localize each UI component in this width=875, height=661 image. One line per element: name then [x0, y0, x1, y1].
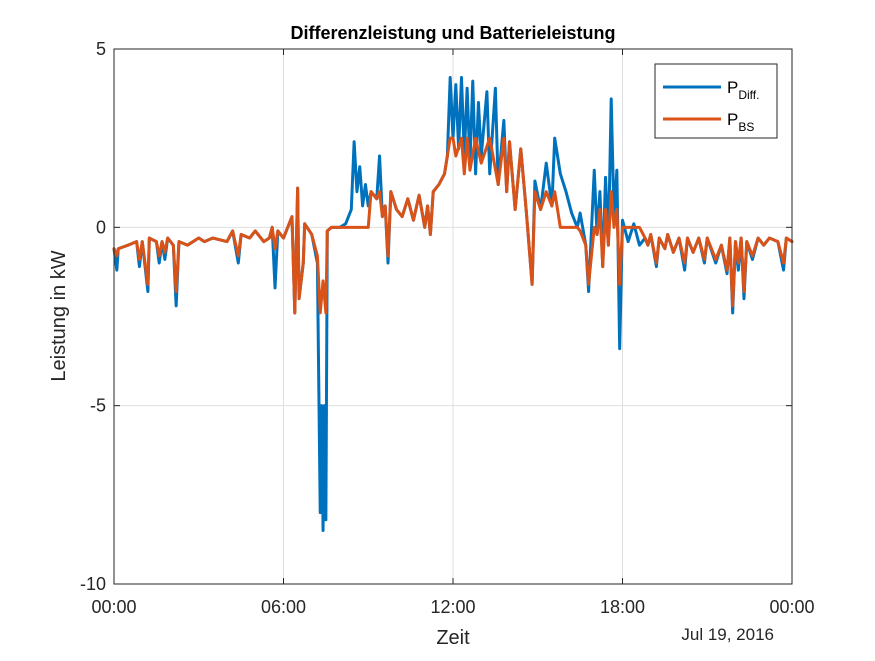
legend-label-p-diff: PDiff.	[727, 78, 759, 102]
x-axis-label: Zeit	[436, 627, 470, 649]
legend-label-p-bs-main: P	[727, 110, 738, 129]
legend-box	[654, 63, 778, 139]
axis-ticks	[113, 48, 793, 585]
x-tick-label: 12:00	[430, 597, 475, 617]
x-tick-label: 00:00	[769, 597, 814, 617]
legend-label-p-bs-sub: BS	[738, 120, 754, 134]
x-tick-label: 06:00	[261, 597, 306, 617]
legend-label-p-diff-main: P	[727, 78, 738, 97]
x-tick-label: 00:00	[91, 597, 136, 617]
y-axis-label: Leistung in kW	[48, 250, 70, 381]
tick-labels: 00:00 06:00 12:00 18:00 00:00 5 0 -5 -10	[80, 39, 815, 617]
legend-label-p-bs: PBS	[727, 110, 754, 134]
x-tick-label: 18:00	[600, 597, 645, 617]
y-tick-label: 5	[96, 39, 106, 59]
legend: PDiff. PBS	[654, 63, 778, 139]
series-layer	[112, 76, 794, 532]
y-tick-label: 0	[96, 217, 106, 237]
date-label: Jul 19, 2016	[681, 625, 774, 644]
chart-title: Differenzleistung und Batterieleistung	[290, 23, 615, 43]
y-tick-label: -10	[80, 574, 106, 594]
y-tick-label: -5	[90, 396, 106, 416]
legend-label-p-diff-sub: Diff.	[738, 88, 759, 102]
series-line-p-bs	[112, 136, 794, 315]
